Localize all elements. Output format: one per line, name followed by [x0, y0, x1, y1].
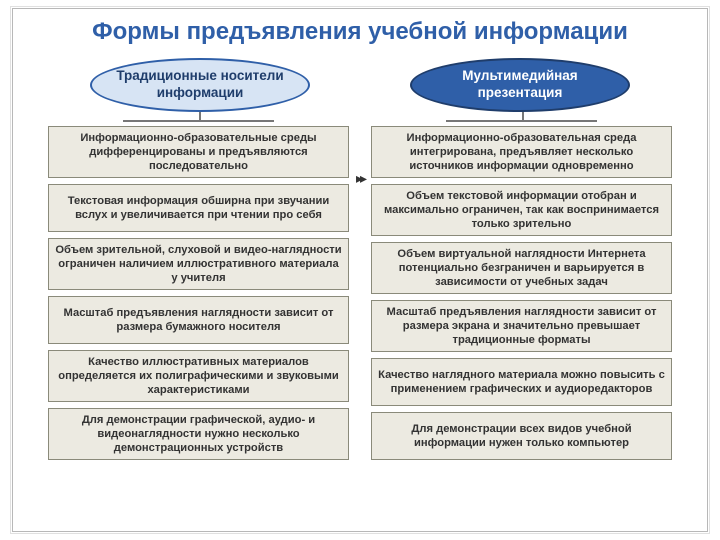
comparison-box-left-1: Текстовая информация обширна при звучани…: [48, 184, 349, 232]
header-left-text: Традиционные носители информации: [106, 68, 294, 102]
column-traditional: Информационно-образовательные среды дифф…: [48, 126, 349, 460]
header-right-text: Мультимедийная презентация: [426, 68, 614, 102]
comparison-box-right-3: Масштаб предъявления наглядности зависит…: [371, 300, 672, 352]
comparison-box-right-1: Объем текстовой информации отобран и мак…: [371, 184, 672, 236]
header-row: Традиционные носители информации Мультим…: [30, 58, 690, 112]
comparison-box-left-3: Масштаб предъявления наглядности зависит…: [48, 296, 349, 344]
header-ellipse-traditional: Традиционные носители информации: [90, 58, 310, 112]
slide-title: Формы предъявления учебной информации: [30, 18, 690, 46]
comparison-box-right-5: Для демонстрации всех видов учебной инфо…: [371, 412, 672, 460]
header-ellipse-multimedia: Мультимедийная презентация: [410, 58, 630, 112]
comparison-box-left-5: Для демонстрации графической, аудио- и в…: [48, 408, 349, 460]
slide: Формы предъявления учебной информации Тр…: [0, 0, 720, 540]
comparison-box-left-4: Качество иллюстративных материалов опред…: [48, 350, 349, 402]
comparison-box-right-4: Качество наглядного материала можно повы…: [371, 358, 672, 406]
comparison-box-left-0: Информационно-образовательные среды дифф…: [48, 126, 349, 178]
comparison-box-left-2: Объем зрительной, слуховой и видео-нагля…: [48, 238, 349, 290]
connector-bar-right: [446, 120, 597, 122]
comparison-box-right-2: Объем виртуальной наглядности Интернета …: [371, 242, 672, 294]
column-multimedia: Информационно-образовательная среда инте…: [371, 126, 672, 460]
comparison-box-right-0: Информационно-образовательная среда инте…: [371, 126, 672, 178]
connector-bar-left: [123, 120, 274, 122]
comparison-columns: Информационно-образовательные среды дифф…: [30, 126, 690, 460]
